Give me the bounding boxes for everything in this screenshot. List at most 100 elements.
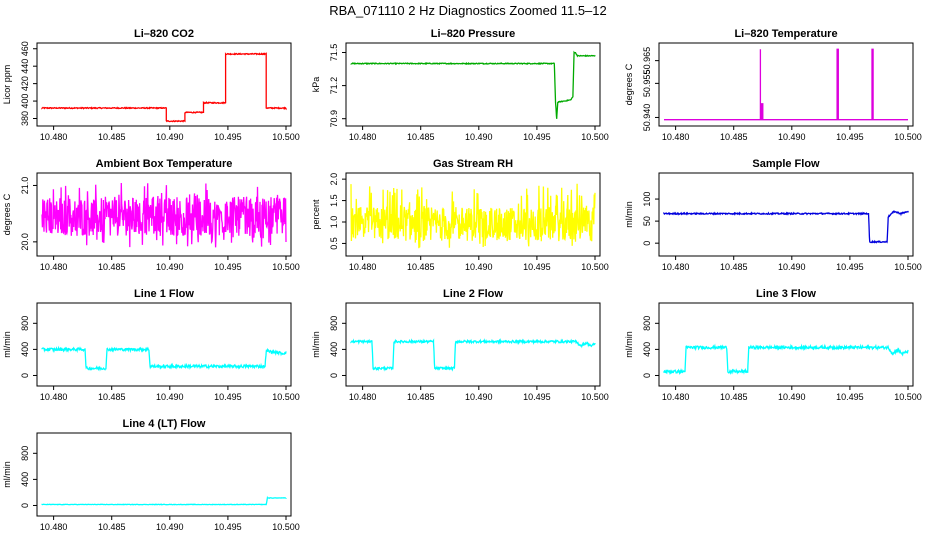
x-tick-label: 10.500 [894, 262, 922, 272]
x-tick-label: 10.480 [349, 392, 377, 402]
series-line [350, 50, 596, 119]
chart-panel-10: Line 4 (LT) Flow ml/min 10.480 10.485 10.490… [2, 418, 300, 532]
y-tick-label: 0 [20, 373, 30, 378]
panel-title: Ambient Box Temperature [96, 158, 233, 170]
y-axis-label: ml/min [2, 461, 12, 488]
x-tick-label: 10.480 [40, 132, 68, 142]
panel-title: Gas Stream RH [433, 158, 513, 170]
chart-panel-8: Line 2 Flow ml/min 10.480 10.485 10.490 10.49… [311, 288, 609, 402]
x-tick-label: 10.495 [214, 132, 242, 142]
x-tick-label: 10.490 [156, 132, 184, 142]
chart-panel-2: Li–820 Pressure kPa 10.480 10.485 10.490 10.4… [311, 28, 609, 142]
panel-title: Line 4 (LT) Flow [123, 418, 206, 430]
y-tick-label: 1.5 [329, 194, 339, 207]
x-tick-label: 10.480 [40, 262, 68, 272]
panel-title: Li–820 Temperature [734, 28, 837, 40]
x-tick-label: 10.480 [40, 522, 68, 532]
x-tick-label: 10.480 [40, 392, 68, 402]
y-tick-label: 400 [20, 472, 30, 487]
series-line [664, 48, 908, 121]
y-tick-label: 0 [642, 241, 652, 246]
panel-title: Line 3 Flow [756, 288, 816, 300]
x-tick-label: 10.495 [214, 522, 242, 532]
x-tick-label: 10.490 [778, 262, 806, 272]
x-tick-label: 10.490 [465, 392, 493, 402]
y-tick-label: 0 [642, 373, 652, 378]
series-line [41, 345, 287, 372]
y-tick-label: 71.2 [329, 77, 339, 95]
x-tick-label: 10.500 [581, 262, 609, 272]
plot-frame [36, 432, 292, 517]
x-tick-label: 10.500 [272, 132, 300, 142]
y-axis-label: kPa [311, 77, 321, 93]
chart-panel-1: Li–820 CO2 Licor ppm 10.480 10.485 10.490 10.… [2, 28, 300, 142]
x-tick-label: 10.485 [720, 262, 748, 272]
y-axis-label: degrees C [2, 193, 12, 235]
x-tick-label: 10.485 [98, 392, 126, 402]
y-tick-label: 1.0 [329, 216, 339, 229]
chart-panel-5: Gas Stream RH percent 10.480 10.485 10.490 10… [311, 158, 609, 272]
y-tick-label: 100 [642, 192, 652, 207]
x-tick-label: 10.495 [836, 262, 864, 272]
plot-frame [36, 42, 292, 127]
y-tick-label: 400 [20, 342, 30, 357]
y-tick-label: 380 [20, 111, 30, 126]
x-tick-label: 10.485 [98, 262, 126, 272]
x-tick-label: 10.495 [523, 132, 551, 142]
x-tick-label: 10.500 [894, 132, 922, 142]
y-tick-label: 800 [642, 316, 652, 331]
series-line [663, 343, 909, 376]
x-tick-label: 10.500 [581, 392, 609, 402]
x-tick-label: 10.495 [214, 262, 242, 272]
y-tick-label: 21.0 [20, 177, 30, 195]
x-tick-label: 10.495 [523, 392, 551, 402]
y-tick-label: 71.5 [329, 44, 339, 62]
x-tick-label: 10.500 [272, 392, 300, 402]
y-tick-label: 0 [20, 503, 30, 508]
y-tick-label: 0.5 [329, 237, 339, 250]
panel-title: Li–820 CO2 [134, 28, 194, 40]
y-tick-label: 800 [20, 446, 30, 461]
panel-title: Line 1 Flow [134, 288, 194, 300]
x-tick-label: 10.485 [98, 522, 126, 532]
plot-frame [36, 172, 292, 257]
chart-panel-6: Sample Flow ml/min 10.480 10.485 10.490 10.49… [624, 158, 922, 272]
chart-panel-9: Line 3 Flow ml/min 10.480 10.485 10.490 10.49… [624, 288, 922, 402]
y-tick-label: 50.940 [642, 104, 652, 132]
series-line [350, 183, 596, 249]
x-tick-label: 10.480 [662, 132, 690, 142]
x-tick-label: 10.480 [662, 262, 690, 272]
plot-frame [36, 302, 292, 387]
x-tick-label: 10.500 [272, 262, 300, 272]
y-tick-label: 420 [20, 76, 30, 91]
x-tick-label: 10.490 [156, 392, 184, 402]
plot-frame [345, 42, 601, 127]
y-tick-label: 70.9 [329, 110, 339, 128]
chart-panel-3: Li–820 Temperature degrees C 10.480 10.485 1… [624, 28, 922, 142]
y-tick-label: 20.0 [20, 233, 30, 251]
y-tick-label: 0 [329, 373, 339, 378]
chart-panel-7: Line 1 Flow ml/min 10.480 10.485 10.490 10.49… [2, 288, 300, 402]
x-tick-label: 10.495 [836, 392, 864, 402]
x-tick-label: 10.500 [894, 392, 922, 402]
plot-frame [658, 172, 914, 257]
x-tick-label: 10.490 [156, 262, 184, 272]
x-tick-label: 10.490 [778, 132, 806, 142]
chart-panel-4: Ambient Box Temperature degrees C 10.480 10… [2, 158, 300, 272]
y-tick-label: 800 [20, 316, 30, 331]
series-line [41, 182, 287, 248]
panel-title: Sample Flow [752, 158, 820, 170]
series-line [41, 495, 287, 506]
x-tick-label: 10.480 [662, 392, 690, 402]
panel-title: Li–820 Pressure [431, 28, 515, 40]
y-tick-label: 400 [642, 342, 652, 357]
x-tick-label: 10.490 [156, 522, 184, 532]
y-axis-label: ml/min [311, 331, 321, 358]
y-tick-label: 50.965 [642, 47, 652, 75]
series-line [350, 338, 596, 372]
x-tick-label: 10.500 [272, 522, 300, 532]
y-tick-label: 400 [20, 94, 30, 109]
x-tick-label: 10.485 [407, 262, 435, 272]
y-tick-label: 400 [329, 342, 339, 357]
